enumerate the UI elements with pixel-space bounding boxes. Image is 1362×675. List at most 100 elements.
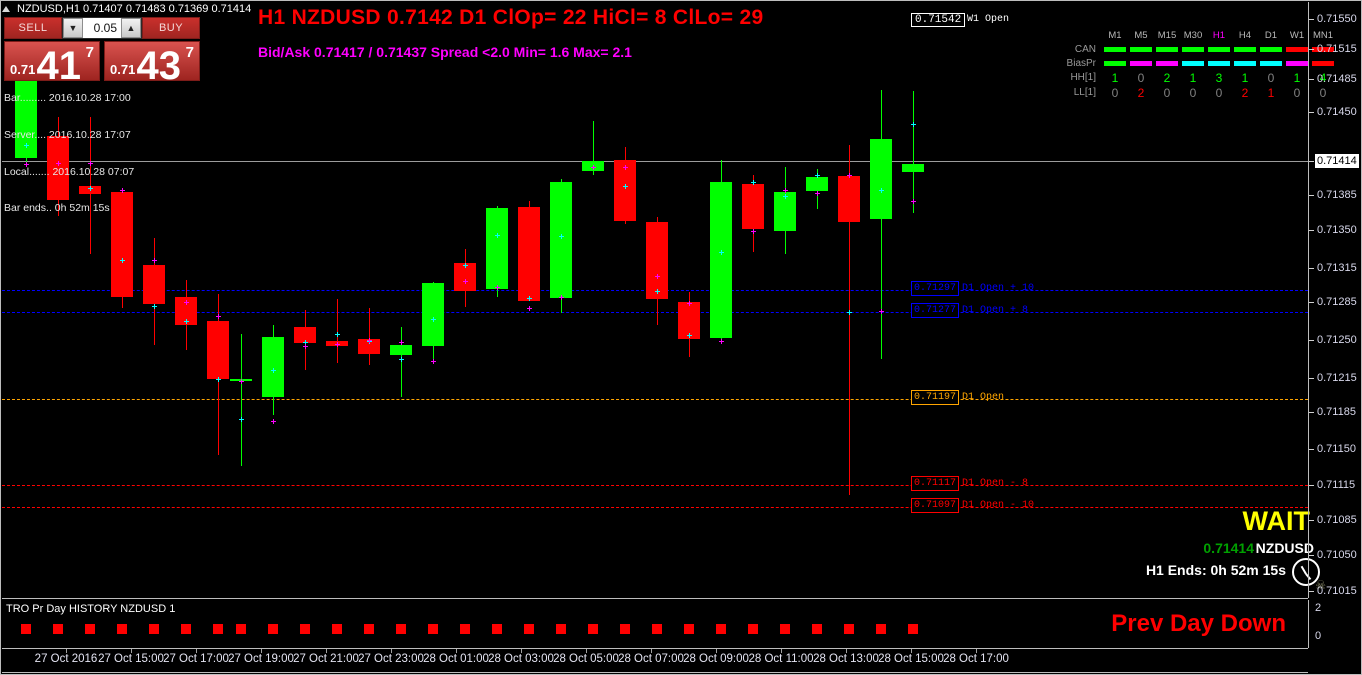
buy-button[interactable]: 0.71 43 7 — [104, 41, 200, 81]
prev-day-marker — [492, 624, 502, 634]
buy-label[interactable]: BUY — [142, 17, 200, 39]
price-axis-label: 0.71350 — [1317, 224, 1357, 236]
time-axis-label: 27 Oct 2016 — [34, 653, 98, 665]
volume-decrease-icon[interactable]: ▼ — [63, 18, 83, 38]
price-level-tag[interactable]: 0.71277 — [911, 303, 960, 318]
indicator-row-label: BiasPr — [1066, 57, 1096, 69]
candle-wick — [241, 334, 242, 466]
price-axis-label: 0.71115 — [1317, 479, 1356, 491]
candle-body — [422, 283, 444, 347]
indicator-bar — [1310, 60, 1336, 66]
timeframe-m30[interactable]: M30 — [1183, 29, 1203, 41]
time-axis-label: 28 Oct 07:00 — [618, 653, 684, 665]
indicator-bar — [1206, 60, 1232, 66]
cyan-marker-icon — [559, 234, 564, 240]
prev-day-marker — [236, 624, 246, 634]
page-title: H1 NZDUSD 0.7142 D1 ClOp= 22 HiCl= 8 ClL… — [258, 6, 764, 29]
indicator-counter-value: 0 — [1267, 70, 1275, 85]
time-axis-label: 28 Oct 05:00 — [553, 653, 619, 665]
price-axis-label: 0.71414 — [1315, 154, 1359, 168]
timeframe-h1[interactable]: H1 — [1212, 29, 1226, 41]
price-level-tag[interactable]: 0.71097 — [911, 498, 960, 513]
timeframe-m5[interactable]: M5 — [1134, 29, 1148, 41]
indicator-bar — [1284, 46, 1310, 52]
sell-label[interactable]: SELL — [4, 17, 62, 39]
indicator-counter-value: 1 — [1241, 70, 1249, 85]
price-axis-label: 0.71450 — [1317, 106, 1357, 118]
sell-button[interactable]: 0.71 41 7 — [4, 41, 100, 81]
time-axis-label: 28 Oct 15:00 — [878, 653, 944, 665]
price-axis[interactable]: 0.71550 0.71515 0.71485 0.71450 0.71414 0.713… — [1308, 2, 1360, 598]
indicator-counter-value: 0 — [1215, 85, 1223, 100]
indicator-row-can: CAN — [1060, 42, 1336, 56]
indicator-bar — [1102, 60, 1128, 66]
price-axis-tick — [1309, 485, 1314, 486]
info-server-time: Server.... 2016.10.28 17:07 — [4, 129, 131, 142]
magenta-marker-icon — [216, 314, 221, 320]
one-click-trading-panel[interactable]: SELL ▼ 0.05 ▲ BUY 0.71 41 7 0.71 43 7 — [4, 17, 200, 81]
w1-open-value: 0.71542 — [911, 13, 966, 27]
candle-wick — [369, 307, 370, 366]
price-axis-tick — [1309, 378, 1314, 379]
cyan-marker-icon — [271, 367, 276, 373]
price-axis-tick — [1309, 340, 1314, 341]
timeframe-mn1[interactable]: MN1 — [1312, 29, 1334, 41]
time-axis-tick — [586, 649, 587, 653]
price-axis-label: 0.71285 — [1317, 296, 1357, 308]
magenta-marker-icon — [591, 164, 596, 170]
magenta-marker-icon — [24, 162, 29, 168]
time-axis-label: 28 Oct 03:00 — [488, 653, 554, 665]
indicator-counter-value: 1 — [1293, 70, 1301, 85]
candle-body — [262, 336, 284, 398]
clock-icon — [1292, 558, 1320, 586]
timeframe-m1[interactable]: M1 — [1108, 29, 1122, 41]
price-axis-label: 0.71015 — [1317, 585, 1357, 597]
chart-plot-area[interactable] — [2, 2, 1308, 598]
time-axis-tick — [326, 649, 327, 653]
triangle-up-icon[interactable] — [2, 6, 10, 12]
cyan-marker-icon — [24, 143, 29, 149]
indicator-counter-value: 0 — [1293, 85, 1301, 100]
price-level-description: D1 Open + 10 — [962, 283, 1035, 294]
indicator-subwindow: TRO Pr Day HISTORY NZDUSD 1 Prev Day Dow… — [2, 600, 1308, 648]
volume-value[interactable]: 0.05 — [83, 18, 121, 38]
symbol-ohlc-text: NZDUSD,H1 0.71407 0.71483 0.71369 0.7141… — [17, 3, 252, 15]
price-axis-tick — [1309, 49, 1314, 50]
time-axis-label: 28 Oct 17:00 — [943, 653, 1009, 665]
magenta-marker-icon — [879, 308, 884, 314]
timeframe-header-row: M1 M5 M15 M30 H1 H4 D1 W1 MN1 — [1060, 28, 1336, 42]
subwindow-separator[interactable] — [2, 598, 1308, 599]
cyan-marker-icon — [463, 262, 468, 268]
volume-stepper[interactable]: ▼ 0.05 ▲ — [62, 17, 142, 39]
subwindow-title: TRO Pr Day HISTORY NZDUSD 1 — [6, 603, 176, 615]
price-level-tag[interactable]: 0.71117 — [911, 476, 960, 491]
timeframe-w1[interactable]: W1 — [1289, 29, 1305, 41]
time-axis[interactable]: 27 Oct 2016 27 Oct 15:00 27 Oct 17:00 27 Oc… — [2, 649, 1308, 673]
price-level-description: D1 Open - 10 — [962, 500, 1035, 511]
indicator-counter-value: 4 — [1319, 70, 1327, 85]
timeframe-h4[interactable]: H4 — [1238, 29, 1252, 41]
indicator-bar — [1154, 60, 1180, 66]
candle-body — [47, 135, 69, 200]
indicator-counter-value: 0 — [1137, 70, 1145, 85]
price-level-tag[interactable]: 0.71197 — [911, 390, 960, 405]
price-axis-tick — [1309, 161, 1314, 162]
candle-body — [454, 262, 476, 291]
indicator-counter-label: LL[1] — [1073, 87, 1096, 98]
timeframe-m15[interactable]: M15 — [1157, 29, 1177, 41]
subwindow-axis-bottom: 0 — [1315, 630, 1322, 642]
prev-day-marker — [268, 624, 278, 634]
price-level-tag[interactable]: 0.71297 — [911, 281, 960, 296]
timeframe-d1[interactable]: D1 — [1264, 29, 1278, 41]
magenta-marker-icon — [687, 301, 692, 307]
prev-day-marker — [85, 624, 95, 634]
candle-body — [358, 338, 380, 354]
candle-body — [902, 164, 924, 172]
cyan-marker-icon — [495, 232, 500, 238]
w1-open-label: W1 Open — [967, 14, 1010, 25]
price-level-description: D1 Open — [962, 392, 1005, 403]
volume-increase-icon[interactable]: ▲ — [121, 18, 141, 38]
time-axis-tick — [976, 649, 977, 653]
magenta-marker-icon — [527, 305, 532, 311]
cyan-marker-icon — [815, 173, 820, 179]
